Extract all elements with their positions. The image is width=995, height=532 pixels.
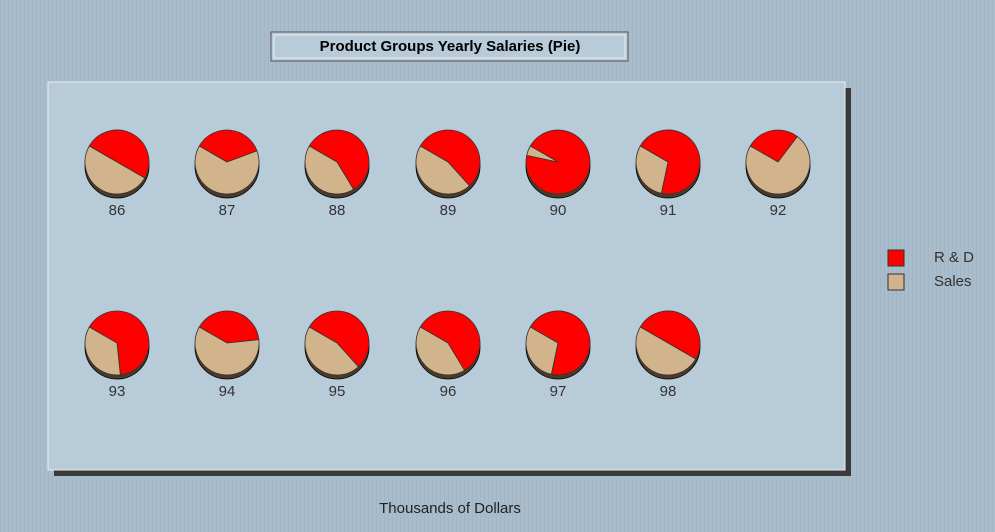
pie-slice [194,326,260,376]
pie-slice [639,310,701,360]
category-label: 97 [550,383,567,400]
category-label: 95 [329,383,346,400]
pie-slice [635,326,697,376]
title-box [270,31,629,62]
pie-slice [304,326,359,376]
category-label: 86 [109,202,126,219]
pie-slice [308,310,370,368]
pie-slice [745,135,811,195]
pie-slice [749,129,798,163]
pie-slice [198,310,260,344]
category-label: 89 [440,202,457,219]
pie-slice [415,326,466,376]
pie-slice [635,145,669,194]
pie-slice [526,145,559,163]
category-label: 94 [219,383,236,400]
pie-slice [415,145,470,195]
pie-slice [419,310,481,371]
category-label: 88 [329,202,346,219]
pie-slice [88,129,150,179]
pie-slice [525,326,559,375]
x-axis-label: Thousands of Dollars [379,500,521,517]
pie-slice [529,310,591,376]
category-label: 98 [660,383,677,400]
category-label: 87 [219,202,236,219]
pie-slice [639,129,701,195]
pie-slice [194,145,260,195]
chart-title: Product Groups Yearly Salaries (Pie) [320,38,581,55]
pie-slice [88,310,150,376]
legend-swatch [887,249,905,267]
legend-swatch [887,273,905,291]
category-label: 91 [660,202,677,219]
category-label: 93 [109,383,126,400]
pie-slice [84,326,121,376]
category-label: 90 [550,202,567,219]
pie-slice [308,129,370,190]
legend-label: R & D [934,249,974,266]
category-label: 96 [440,383,457,400]
pie-slice [84,145,146,195]
pie-slice [304,145,355,195]
category-label: 92 [770,202,787,219]
legend-label: Sales [934,273,972,290]
title-box-inner [273,34,626,59]
pie-slice [419,129,481,187]
